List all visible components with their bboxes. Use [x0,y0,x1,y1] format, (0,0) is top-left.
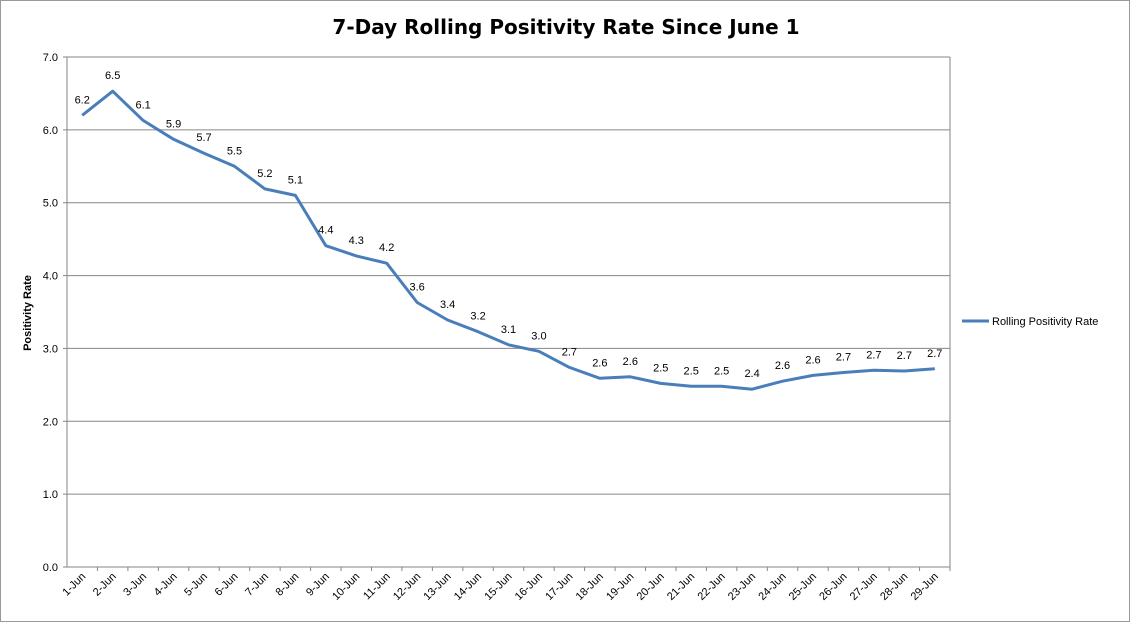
x-tick-label: 6-Jun [213,571,241,599]
y-tick-label: 6.0 [43,125,58,137]
x-tick-label: 1-Jun [60,571,88,599]
y-tick-label: 4.0 [43,271,58,283]
data-label: 2.6 [623,356,638,368]
data-label: 5.2 [257,168,272,180]
x-tick-label: 13-Jun [421,571,453,603]
data-label: 2.5 [714,365,729,377]
gridlines [63,56,951,568]
data-label: 2.5 [653,362,668,374]
x-tick-label: 17-Jun [543,571,575,603]
x-tick-label: 21-Jun [665,571,697,603]
data-label: 2.6 [775,360,790,372]
legend-label: Rolling Positivity Rate [992,316,1098,328]
x-tick-label: 20-Jun [635,571,667,603]
data-label: 5.7 [196,132,211,144]
x-tick-label: 28-Jun [878,571,910,603]
data-label: 2.7 [897,350,912,362]
x-tick-label: 10-Jun [330,571,362,603]
data-label: 5.1 [288,174,303,186]
x-tick-label: 12-Jun [391,571,423,603]
chart-title: 7-Day Rolling Positivity Rate Since June… [332,15,799,39]
y-tick-label: 3.0 [43,343,58,355]
x-tick-label: 24-Jun [756,571,788,603]
y-tick-label: 1.0 [43,489,58,501]
x-tick-label: 26-Jun [817,571,849,603]
data-label: 6.1 [135,99,150,111]
data-label: 3.0 [531,330,546,342]
legend[interactable]: Rolling Positivity Rate [962,316,1098,328]
y-axis-ticks: 0.0 1.0 2.0 3.0 4.0 5.0 6.0 7.0 [43,52,58,574]
data-label: 5.9 [166,118,181,130]
y-tick-label: 7.0 [43,52,58,64]
data-label: 2.6 [805,354,820,366]
data-label: 2.7 [866,349,881,361]
data-label: 3.1 [501,324,516,336]
data-label: 4.2 [379,242,394,254]
data-label: 4.4 [318,225,333,237]
x-tick-label: 19-Jun [604,571,636,603]
data-label: 3.2 [470,311,485,323]
x-tick-label: 2-Jun [91,571,119,599]
data-label: 4.3 [349,235,364,247]
x-tick-label: 27-Jun [848,571,880,603]
data-label: 2.7 [836,351,851,363]
data-label: 3.6 [410,282,425,294]
data-label: 2.4 [744,368,759,380]
x-tick-label: 3-Jun [121,571,149,599]
x-tick-label: 18-Jun [574,571,606,603]
data-label: 6.2 [75,94,90,106]
x-tick-label: 8-Jun [274,571,302,599]
data-label: 2.6 [592,357,607,369]
x-tick-label: 23-Jun [726,571,758,603]
series-group: 6.2 6.5 6.1 5.9 5.7 5.5 5.2 5.1 4.4 4.3 4.2 3.6 3.4 3… [75,70,942,391]
x-tick-label: 14-Jun [452,571,484,603]
y-tick-label: 5.0 [43,198,58,210]
y-tick-label: 0.0 [43,562,58,574]
x-tick-label: 7-Jun [243,571,271,599]
x-tick-label: 29-Jun [909,571,941,603]
data-label: 5.5 [227,145,242,157]
x-tick-label: 15-Jun [482,571,514,603]
series-line[interactable] [81,89,935,391]
x-tick-label: 5-Jun [182,571,210,599]
data-label: 6.5 [105,70,120,82]
x-tick-label: 16-Jun [513,571,545,603]
x-tick-label: 11-Jun [361,571,393,603]
x-axis-ticks: 1-Jun 2-Jun 3-Jun 4-Jun 5-Jun 6-Jun 7-Jun 8-Jun… [60,567,951,603]
data-label: 2.7 [927,348,942,360]
x-tick-label: 9-Jun [304,571,332,599]
x-tick-label: 25-Jun [787,571,819,603]
x-tick-label: 22-Jun [695,571,727,603]
y-axis-label: Positivity Rate [22,275,34,351]
x-tick-label: 4-Jun [152,571,180,599]
data-label: 3.4 [440,299,455,311]
y-tick-label: 2.0 [43,416,58,428]
data-label: 2.7 [562,346,577,358]
data-label: 2.5 [684,365,699,377]
